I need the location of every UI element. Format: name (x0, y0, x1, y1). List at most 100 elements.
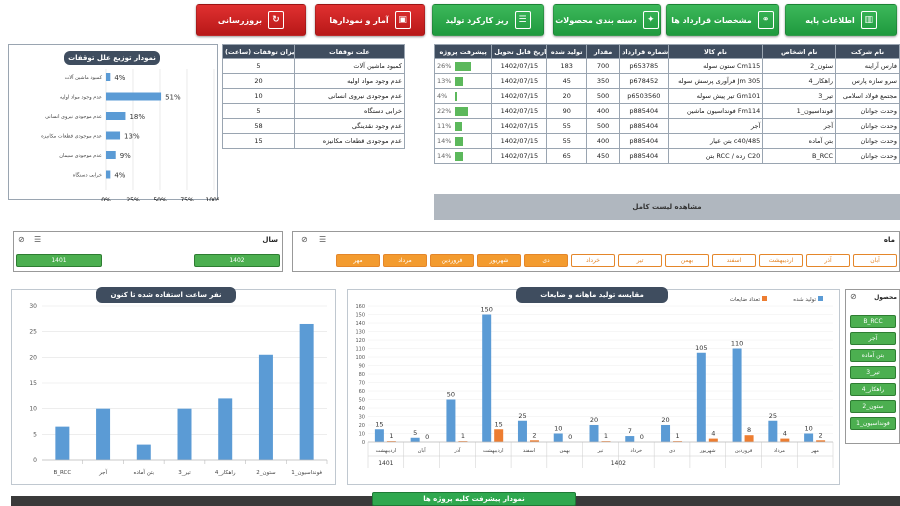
y-tick-label: 10 (29, 406, 37, 413)
slicer-item-month[interactable]: اردیبهشت (759, 254, 803, 267)
x-tick-label: ستون_2 (256, 470, 276, 476)
clear-filter-icon[interactable]: ⊘ (850, 292, 857, 301)
legend-swatch (818, 296, 823, 301)
table-cell: فارس آراینه (835, 58, 900, 74)
progress-value: 14% (437, 152, 452, 160)
bar (601, 441, 611, 442)
table-cell: 5 (222, 103, 295, 119)
bar (374, 429, 384, 442)
slicer-item-month[interactable]: مرداد (383, 254, 427, 267)
data-label: 8 (747, 426, 751, 434)
y-tick-label: 30 (29, 303, 37, 310)
slicer-item-product[interactable]: تیر_3 (850, 366, 896, 379)
progress-value: 11% (437, 122, 452, 130)
bar (177, 408, 192, 460)
table-cell: آجر (667, 118, 764, 134)
slicer-item-month[interactable]: تیر (618, 254, 662, 267)
nav-button-4[interactable]: آمار و نمودارها ▣ (315, 4, 425, 36)
data-label: 10 (804, 425, 812, 433)
slicer-item-product[interactable]: B_RCC (850, 315, 896, 328)
stop-causes-table: میزان توقفات (ساعت) علت توقفات 5 کمبود ماشی… (222, 44, 405, 149)
x-tick-label: تیر (597, 448, 604, 454)
slicer-item-product[interactable]: فونداسیون_1 (850, 417, 896, 430)
production-chart-title: مقایسه تولید ماهانه و ضایعات (516, 287, 668, 303)
y-tick-label: 100 (355, 355, 365, 361)
slicer-item-month[interactable]: آذر (806, 254, 850, 267)
production-bar-chart: 0102030405060708090100110120130140150160… (355, 296, 834, 468)
table-row[interactable]: 13% 1402/07/15 45 350 p678452 فرآوری پرسش سول… (433, 73, 900, 89)
data-label: 0 (425, 433, 429, 441)
slicer-item-month[interactable]: دی (524, 254, 568, 267)
view-full-list-button[interactable]: مشاهده لیست کامل (434, 194, 900, 220)
slicer-item-product[interactable]: ستون_2 (850, 400, 896, 413)
nav-button-1[interactable]: مشخصات قرارداد ها ⚭ (666, 4, 779, 36)
table-row[interactable]: 14% 1402/07/15 65 450 p885404 بتن RCC / رده C… (433, 148, 900, 164)
table-cell: 13% (433, 73, 493, 89)
slicer-item-year-1402[interactable]: 1402 (194, 254, 280, 267)
category-label: عدم موجودی سیمان (59, 153, 102, 159)
building-icon: ▥ (860, 11, 877, 29)
nav-button-2[interactable]: دسته بندی محصولات ✦ (553, 4, 661, 36)
slicer-item-product[interactable]: بتن آماده (850, 349, 896, 362)
column-header: تاریخ قابل تحویل (491, 44, 548, 59)
data-label: 4% (114, 74, 125, 82)
table-row[interactable]: 11% 1402/07/15 55 500 p885404 آجر آجر وحدت جوان… (433, 118, 900, 134)
slicer-item-month[interactable]: خرداد (571, 254, 615, 267)
slicer-item-month[interactable]: آبان (853, 254, 897, 267)
y-tick-label: 50 (359, 398, 365, 404)
project-progress-banner[interactable]: نمودار پیشرفت کلیه پروژه ها (372, 492, 576, 506)
nav-button-0[interactable]: اطلاعات پایه ▥ (785, 4, 897, 36)
nav-button-label: دسته بندی محصولات (555, 15, 637, 25)
slicer-item-month[interactable]: مهر (336, 254, 380, 267)
multi-select-icon[interactable]: ☰ (34, 235, 42, 244)
x-tick-label: مرداد (774, 448, 786, 454)
table-row[interactable]: 26% 1402/07/15 183 700 p653785 ستون سوله Cm11… (433, 58, 900, 74)
nav-button-5[interactable]: بروزرسانی ↻ (196, 4, 306, 36)
slicer-item-year-1401[interactable]: 1401 (16, 254, 102, 267)
legend-swatch (762, 296, 767, 301)
slicer-item-month[interactable]: شهریور (477, 254, 521, 267)
slicer-item-product[interactable]: راهکار_4 (850, 383, 896, 396)
category-label: عدم موجودی قطعات مکانیزه (41, 134, 102, 140)
data-label: 9% (120, 152, 131, 160)
y-tick-label: 60 (359, 389, 365, 395)
checklist-icon: ☰ (514, 11, 531, 29)
table-cell: کمبود ماشین آلات (294, 58, 405, 74)
data-label: 1 (675, 432, 679, 440)
table-cell: 20 (222, 73, 295, 89)
table-cell: 10 (222, 88, 295, 104)
data-label: 4 (783, 430, 787, 438)
multi-select-icon[interactable]: ☰ (319, 235, 327, 244)
table-cell: 45 (546, 73, 588, 89)
bar (106, 151, 116, 159)
nav-button-3[interactable]: ریز کارکرد تولید ☰ (432, 4, 544, 36)
production-chart-panel: مقایسه تولید ماهانه و ضایعات 0 10 20 30 40 50… (347, 287, 840, 485)
table-cell: p885404 (619, 118, 669, 134)
slicer-item-month[interactable]: اسفند (712, 254, 756, 267)
table-row[interactable]: 22% 1402/07/15 90 400 p885404 فونداسیون ماشین… (433, 103, 900, 119)
slicer-item-month[interactable]: فروردین (430, 254, 474, 267)
tick-label: 50% (153, 197, 167, 201)
year-slicer-title: سال (262, 236, 278, 244)
slicer-item-month[interactable]: بهمن (665, 254, 709, 267)
data-label: 1 (389, 432, 393, 440)
clear-filter-icon[interactable]: ⊘ (18, 235, 25, 244)
column-header: علت توقفات (294, 44, 405, 59)
table-row[interactable]: 14% 1402/07/15 55 400 p885404 بتن عیار c40/48… (433, 133, 900, 149)
x-tick-label: راهکار_4 (215, 469, 236, 476)
table-row[interactable]: 4% 1402/07/15 20 500 p6503560 تیر پیش سوله Gm… (433, 88, 900, 104)
table-cell: 400 (586, 133, 621, 149)
data-label: 15 (495, 420, 503, 428)
table-cell: 1402/07/15 (491, 103, 548, 119)
table-cell: 20 (546, 88, 588, 104)
clear-filter-icon[interactable]: ⊘ (301, 235, 308, 244)
nav-button-label: مشخصات قرارداد ها (671, 15, 752, 25)
table-row: 20 عدم وجود مواد اولیه (222, 73, 405, 89)
table-cell: 4% (433, 88, 493, 104)
progress-bar (455, 76, 463, 86)
refresh-icon: ↻ (268, 11, 285, 29)
table-cell: تیر_3 (762, 88, 837, 104)
table-cell: تیر پیش سوله Gm101 (667, 88, 764, 104)
slicer-item-product[interactable]: آجر (850, 332, 896, 345)
table-header-row: پیشرفت پروژه تاریخ قابل تحویل تولید شده مقد… (433, 44, 900, 59)
